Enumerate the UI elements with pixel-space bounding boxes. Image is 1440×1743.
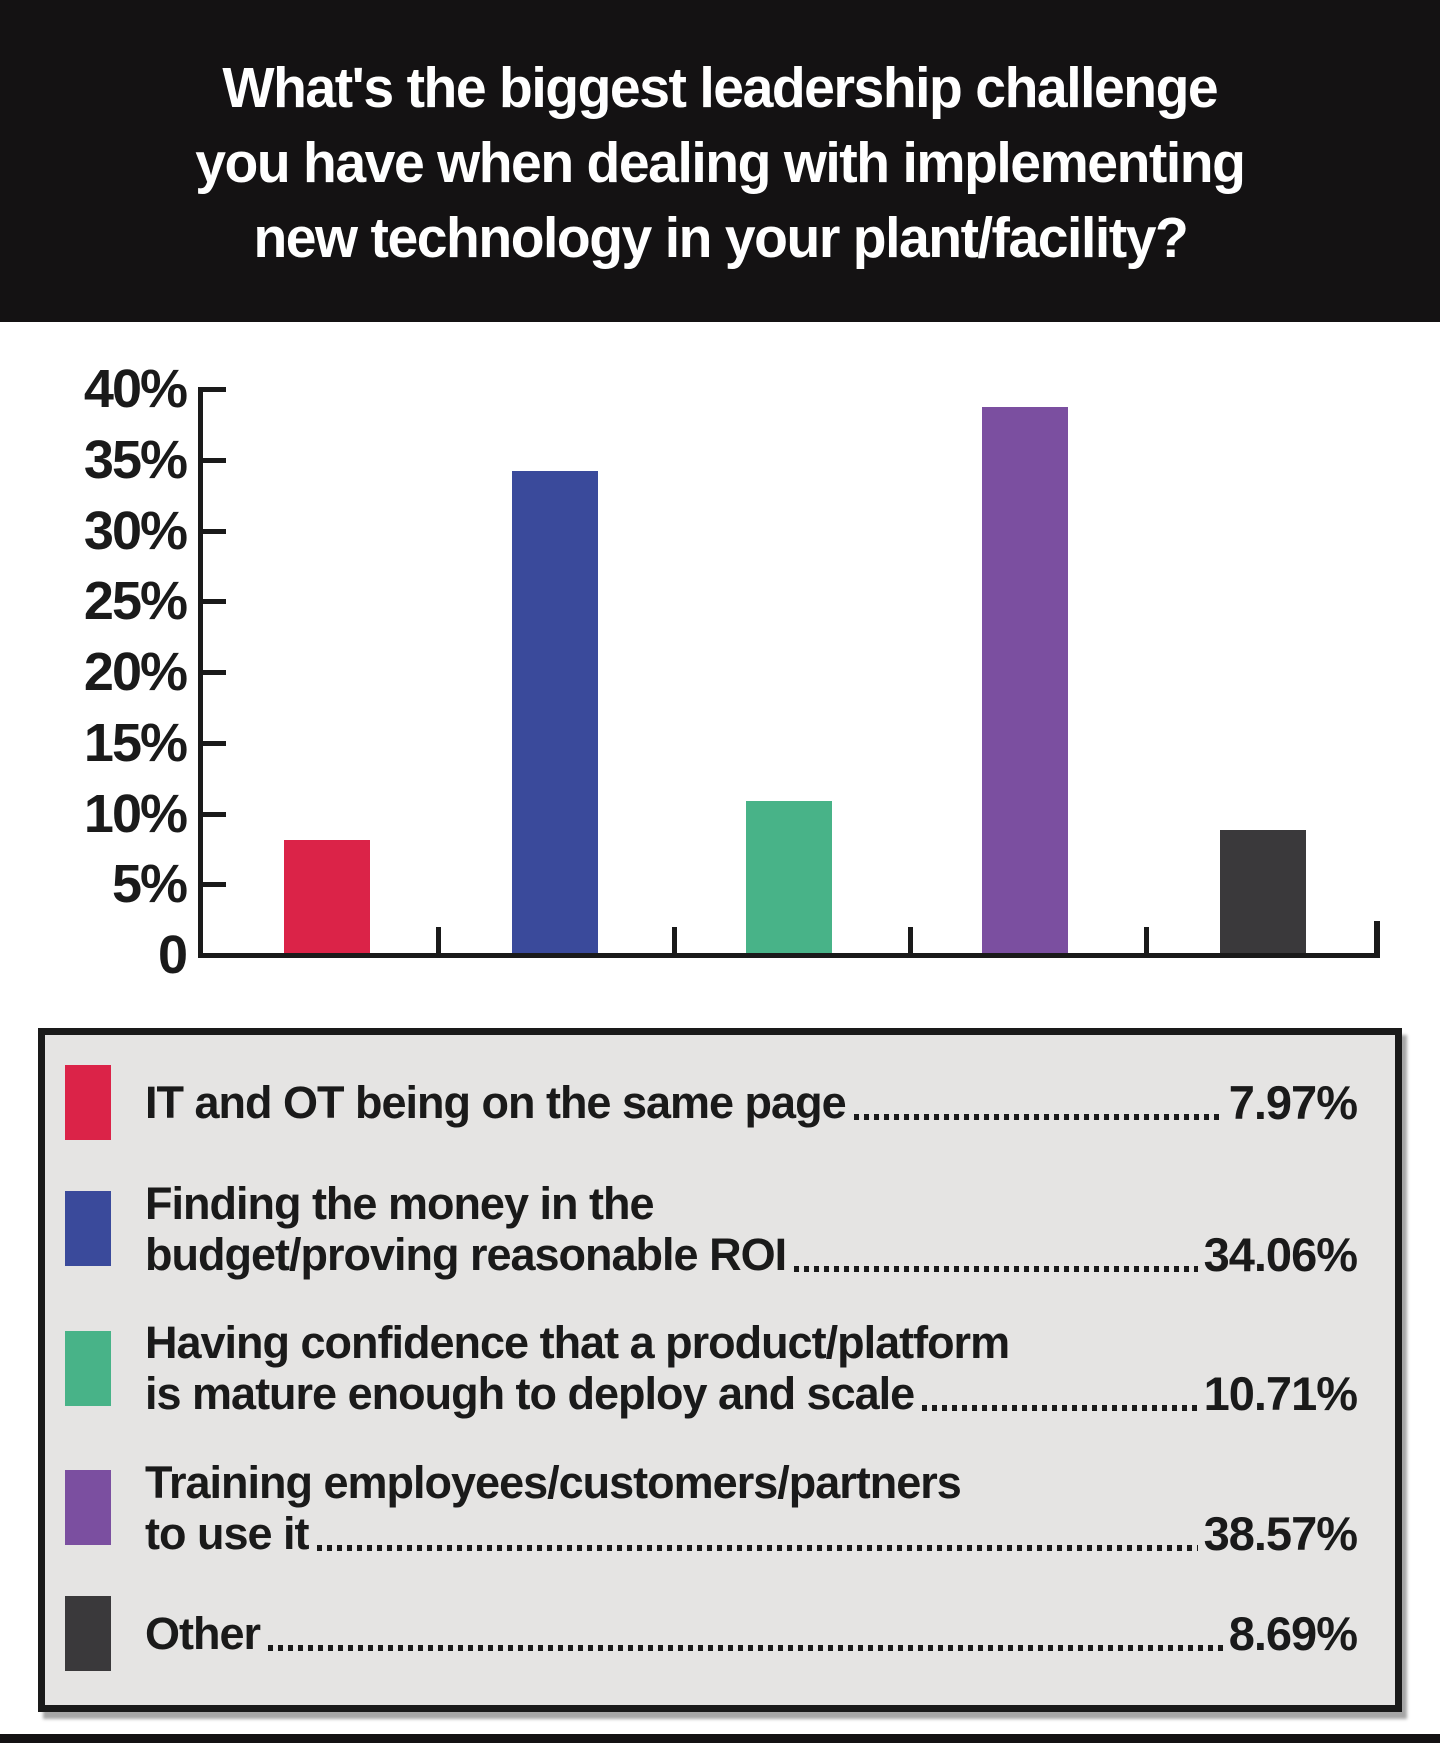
legend-label-line: is mature enough to deploy and scale 10.7… <box>145 1367 1358 1420</box>
legend-label-text: is mature enough to deploy and scale <box>145 1368 915 1419</box>
legend-dotted-leader <box>922 1405 1198 1411</box>
y-axis-tick-40% <box>198 387 226 392</box>
x-axis-tick-3 <box>908 927 913 953</box>
legend-row-4: Training employees/customers/partners to … <box>65 1457 1358 1560</box>
legend-dotted-leader <box>316 1544 1198 1551</box>
y-axis-tick-35% <box>198 457 226 463</box>
y-axis-label-20%: 20% <box>83 642 188 702</box>
legend-label-line: IT and OT being on the same page 7.97% <box>145 1076 1358 1129</box>
legend-value: 38.57% <box>1203 1506 1358 1560</box>
y-axis-tick-5% <box>198 882 226 888</box>
legend-swatch-5 <box>65 1596 111 1671</box>
y-axis-tick-10% <box>198 811 226 817</box>
page-title-line-2: you have when dealing with implementing <box>195 130 1246 195</box>
legend-label-text: Training employees/customers/partners <box>145 1456 962 1508</box>
x-axis-tick-2 <box>672 927 677 953</box>
y-axis-label-25%: 25% <box>83 571 188 632</box>
legend-label-text: Finding the money in the <box>145 1177 654 1229</box>
bar-5 <box>1220 830 1306 953</box>
y-axis-tick-15% <box>198 740 226 746</box>
legend-value: 8.69% <box>1228 1607 1358 1660</box>
y-axis-label-40%: 40% <box>83 359 188 419</box>
legend-label-line: budget/proving reasonable ROI 34.06% <box>145 1227 1358 1281</box>
bar-chart: 40% 35% 30% 25% 20% 15% 10% 5% 0 <box>0 322 1440 1028</box>
legend-dotted-leader <box>794 1265 1198 1272</box>
y-axis-label-15%: 15% <box>83 712 188 773</box>
legend-label-text: Having confidence that a product/platfor… <box>145 1317 1010 1368</box>
legend-label-line: Finding the money in the <box>145 1178 1357 1229</box>
legend-value: 7.97% <box>1228 1076 1358 1129</box>
legend-row-5: Other 8.69% <box>65 1596 1358 1671</box>
legend-label-line: Training employees/customers/partners <box>145 1457 1357 1508</box>
legend-row-2: Finding the money in the budget/proving r… <box>65 1178 1358 1281</box>
legend-swatch-2 <box>65 1191 111 1266</box>
y-axis-tick-25% <box>198 599 226 605</box>
title-banner: What's the biggest leadership challenge … <box>0 0 1440 322</box>
legend-text-block-1: IT and OT being on the same page 7.97% <box>145 1076 1358 1129</box>
legend-text-block-4: Training employees/customers/partners to … <box>145 1457 1358 1560</box>
legend-swatch-4 <box>65 1470 111 1545</box>
legend-value: 10.71% <box>1203 1367 1358 1420</box>
legend-value: 34.06% <box>1203 1227 1358 1281</box>
legend-swatch-1 <box>65 1065 111 1140</box>
bar-3 <box>746 801 832 953</box>
x-axis-tick-4 <box>1144 927 1149 953</box>
legend-row-1: IT and OT being on the same page 7.97% <box>65 1065 1358 1140</box>
legend-text-block-3: Having confidence that a product/platfor… <box>145 1317 1358 1420</box>
page-title-line-3: new technology in your plant/facility? <box>253 205 1188 270</box>
legend-dotted-leader <box>853 1114 1223 1120</box>
bar-1 <box>284 840 370 953</box>
bar-4 <box>982 407 1068 953</box>
x-axis-line <box>198 953 1380 958</box>
legend-label-line: Other 8.69% <box>145 1607 1358 1660</box>
chart-legend: IT and OT being on the same page 7.97% Fin… <box>38 1028 1402 1712</box>
legend-text-block-5: Other 8.69% <box>145 1607 1358 1660</box>
legend-dotted-leader <box>268 1645 1223 1651</box>
x-axis-tick-1 <box>436 927 441 953</box>
legend-label-text: Other <box>145 1608 261 1659</box>
y-axis-label-35%: 35% <box>83 429 188 490</box>
legend-label-line: Having confidence that a product/platfor… <box>145 1317 1357 1368</box>
y-axis-label-30%: 30% <box>83 500 188 561</box>
legend-label-text: IT and OT being on the same page <box>145 1077 847 1128</box>
legend-label-line: to use it 38.57% <box>145 1506 1358 1560</box>
x-axis-end-tick <box>1374 921 1380 953</box>
y-axis-tick-20% <box>198 670 226 675</box>
y-axis-label-0: 0 <box>157 925 188 985</box>
bottom-divider-bar <box>0 1734 1440 1743</box>
legend-row-3: Having confidence that a product/platfor… <box>65 1317 1358 1420</box>
y-axis-label-5%: 5% <box>111 854 188 915</box>
page-title-line-1: What's the biggest leadership challenge <box>222 55 1219 120</box>
legend-text-block-2: Finding the money in the budget/proving r… <box>145 1178 1358 1281</box>
legend-label-text: to use it <box>145 1507 310 1559</box>
y-axis-label-10%: 10% <box>83 783 188 844</box>
bar-2 <box>512 471 598 953</box>
legend-label-text: budget/proving reasonable ROI <box>145 1228 787 1280</box>
legend-swatch-3 <box>65 1330 111 1406</box>
y-axis-tick-30% <box>198 528 226 534</box>
